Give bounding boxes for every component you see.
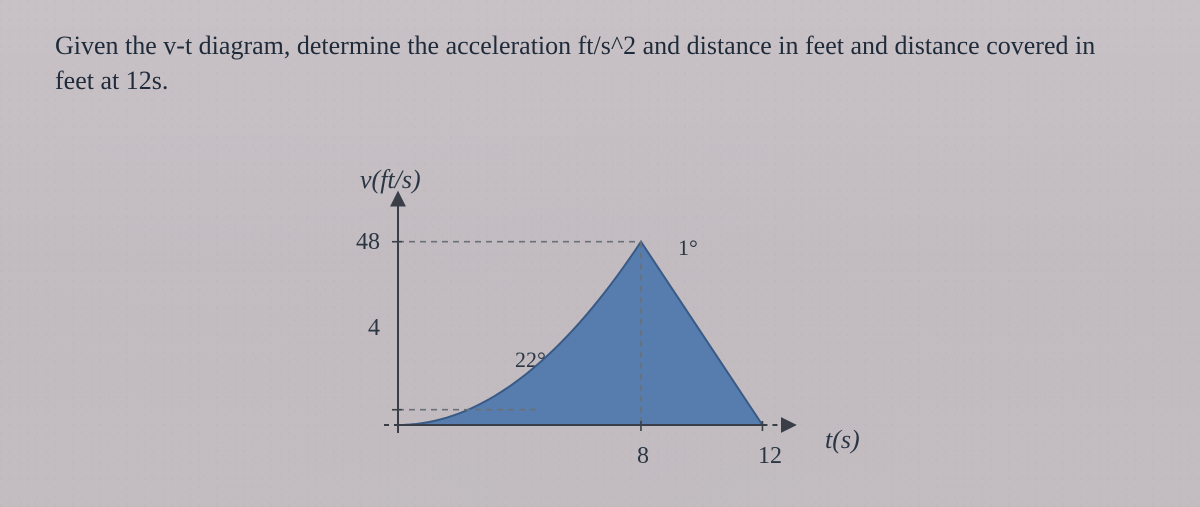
- question-text: Given the v-t diagram, determine the acc…: [55, 28, 1140, 98]
- vt-diagram: v(ft/s) t(s) 48 4 8 12 22° 1°: [330, 165, 870, 485]
- chart-svg: [330, 165, 870, 485]
